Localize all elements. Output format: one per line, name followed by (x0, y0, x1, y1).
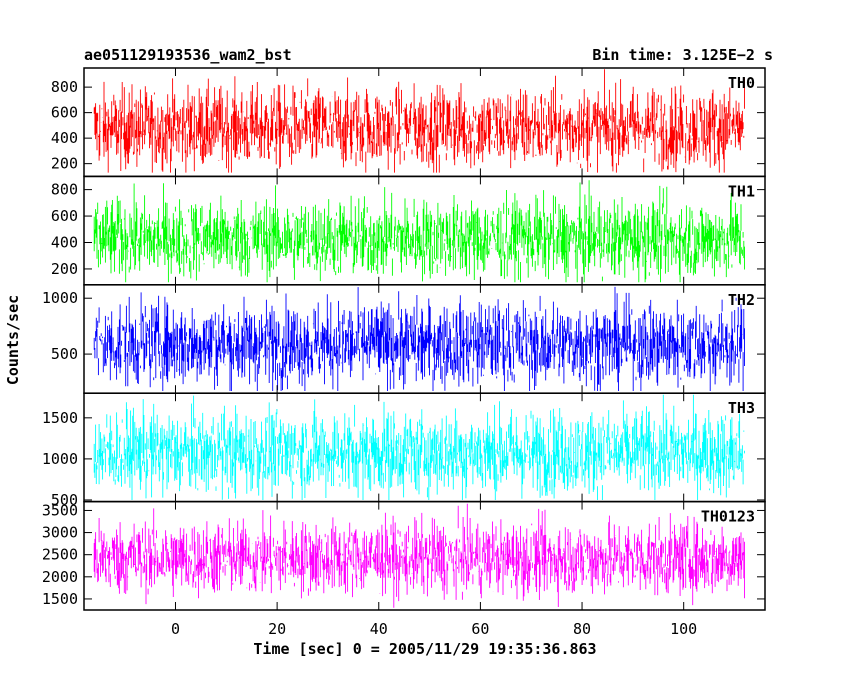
x-tick-label: 20 (268, 620, 286, 638)
x-axis-label: Time [sec] 0 = 2005/11/29 19:35:36.863 (253, 640, 596, 658)
x-tick-label: 100 (670, 620, 697, 638)
series-line-th0 (93, 69, 745, 173)
panel-frame (83, 500, 766, 611)
y-axis-label: Counts/sec (4, 295, 22, 385)
y-tick-label: 3500 (42, 501, 78, 519)
panel-th0123: 1500 2000 2500 3000 3500 TH0123 (42, 500, 766, 611)
y-tick-label: 1500 (42, 409, 78, 427)
series-line-th2 (93, 286, 745, 391)
panel-th3: 500 1000 1500 TH3 (42, 392, 766, 509)
y-tick-label: 400 (51, 129, 78, 147)
x-tick-label: 0 (171, 620, 180, 638)
y-tick-label: 2000 (42, 568, 78, 586)
y-tick-label: 1000 (42, 450, 78, 468)
panel-th1: 200 400 600 800 TH1 (51, 175, 766, 286)
y-tick-label: 500 (51, 491, 78, 509)
panel-label-th1: TH1 (728, 182, 755, 200)
panel-th0: 200 400 600 800 TH0 (51, 67, 766, 178)
y-tick-label: 1000 (42, 289, 78, 307)
y-tick-label: 500 (51, 345, 78, 363)
y-tick-label: 600 (51, 104, 78, 122)
chart-title: ae051129193536_wam2_bst (84, 46, 292, 64)
x-tick-label: 80 (573, 620, 591, 638)
x-tick-label: 40 (370, 620, 388, 638)
y-tick-label: 1500 (42, 590, 78, 608)
y-tick-label: 3000 (42, 524, 78, 542)
panel-label-th2: TH2 (728, 291, 755, 309)
bin-time-label: Bin time: 3.125E−2 s (592, 46, 773, 64)
y-tick-label: 200 (51, 260, 78, 278)
panel-label-th3: TH3 (728, 399, 755, 417)
series-line-th1 (93, 180, 745, 283)
panel-label-th0123: TH0123 (701, 508, 755, 526)
y-tick-label: 2500 (42, 546, 78, 564)
panel-th2: 500 1000 TH2 (42, 284, 766, 394)
series-line-th0123 (93, 503, 745, 608)
y-tick-label: 200 (51, 155, 78, 173)
y-tick-label: 800 (51, 78, 78, 96)
y-tick-label: 800 (51, 181, 78, 199)
x-tick-label: 60 (471, 620, 489, 638)
y-tick-label: 400 (51, 233, 78, 251)
series-line-th3 (93, 394, 745, 500)
y-tick-label: 600 (51, 207, 78, 225)
panel-label-th0: TH0 (728, 74, 755, 92)
